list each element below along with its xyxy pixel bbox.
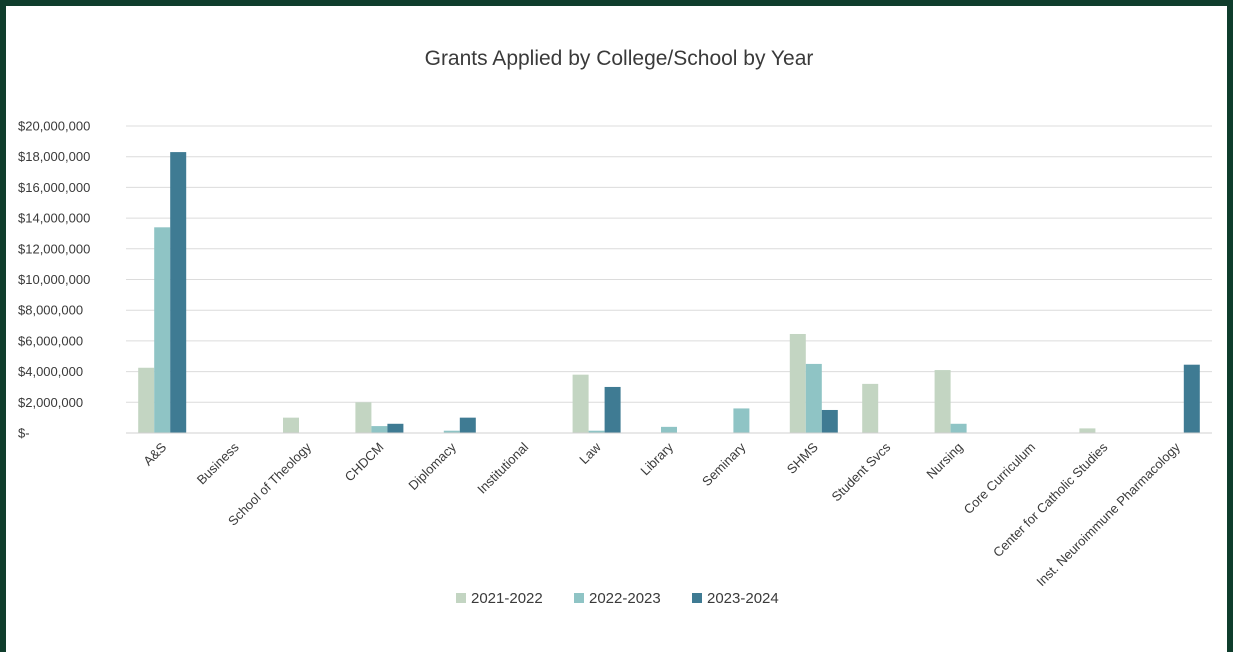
bar xyxy=(1183,364,1200,433)
bar-chart: Grants Applied by College/School by Year… xyxy=(18,47,1212,607)
bar xyxy=(604,386,621,433)
legend-label: 2021-2022 xyxy=(471,590,543,607)
bar xyxy=(283,417,299,433)
bar xyxy=(789,333,806,433)
legend-swatch xyxy=(456,593,466,603)
bars xyxy=(138,152,1200,433)
bar xyxy=(355,402,372,433)
x-tick-label: Seminary xyxy=(699,439,749,489)
bar xyxy=(138,367,155,433)
chart-frame: Grants Applied by College/School by Year… xyxy=(6,6,1227,652)
bar xyxy=(588,430,605,433)
bar xyxy=(387,423,404,433)
bar xyxy=(733,408,750,433)
y-tick-label: $- xyxy=(18,426,30,441)
y-tick-label: $18,000,000 xyxy=(18,149,90,164)
bar xyxy=(371,426,388,433)
bar xyxy=(950,423,967,433)
legend: 2021-2022 2022-2023 2023-2024 xyxy=(456,590,779,607)
legend-label: 2023-2024 xyxy=(707,590,779,607)
bar xyxy=(170,152,187,433)
y-tick-label: $8,000,000 xyxy=(18,303,83,318)
x-tick-label: Diplomacy xyxy=(405,439,459,493)
bar xyxy=(154,227,171,433)
y-axis-ticks: $- $2,000,000 $4,000,000 $6,000,000 $8,000,0… xyxy=(18,119,90,441)
bar xyxy=(572,374,589,433)
x-tick-label: Student Svcs xyxy=(829,439,894,504)
x-tick-label: Library xyxy=(637,439,676,478)
y-tick-label: $16,000,000 xyxy=(18,180,90,195)
legend-swatch xyxy=(692,593,702,603)
bar xyxy=(934,370,951,433)
bar xyxy=(1079,428,1096,433)
y-tick-label: $4,000,000 xyxy=(18,364,83,379)
bar xyxy=(661,426,677,433)
legend-swatch xyxy=(574,593,584,603)
x-tick-label: A&S xyxy=(140,439,169,468)
chart-title: Grants Applied by College/School by Year xyxy=(425,47,814,70)
x-tick-label: Nursing xyxy=(923,440,965,482)
bar xyxy=(805,363,822,433)
y-tick-label: $14,000,000 xyxy=(18,211,90,226)
y-tick-label: $12,000,000 xyxy=(18,241,90,256)
x-tick-label: Institutional xyxy=(474,439,531,496)
bar xyxy=(459,417,476,433)
x-tick-label: CHDCM xyxy=(342,440,387,485)
y-tick-label: $20,000,000 xyxy=(18,119,90,134)
bar xyxy=(862,383,879,433)
gridlines xyxy=(126,125,1212,403)
bar xyxy=(821,409,838,433)
x-tick-label: SHMS xyxy=(784,439,821,476)
y-tick-label: $6,000,000 xyxy=(18,333,83,348)
x-tick-label: Business xyxy=(194,439,242,487)
x-tick-label: Inst. Neuroimmune Pharmacology xyxy=(1033,439,1183,589)
x-tick-label: Core Curriculum xyxy=(961,440,1039,518)
x-tick-label: Center for Catholic Studies xyxy=(990,439,1111,560)
legend-label: 2022-2023 xyxy=(589,590,661,607)
y-tick-label: $2,000,000 xyxy=(18,395,83,410)
bar xyxy=(443,430,460,433)
y-tick-label: $10,000,000 xyxy=(18,272,90,287)
x-tick-label: Law xyxy=(576,439,604,467)
